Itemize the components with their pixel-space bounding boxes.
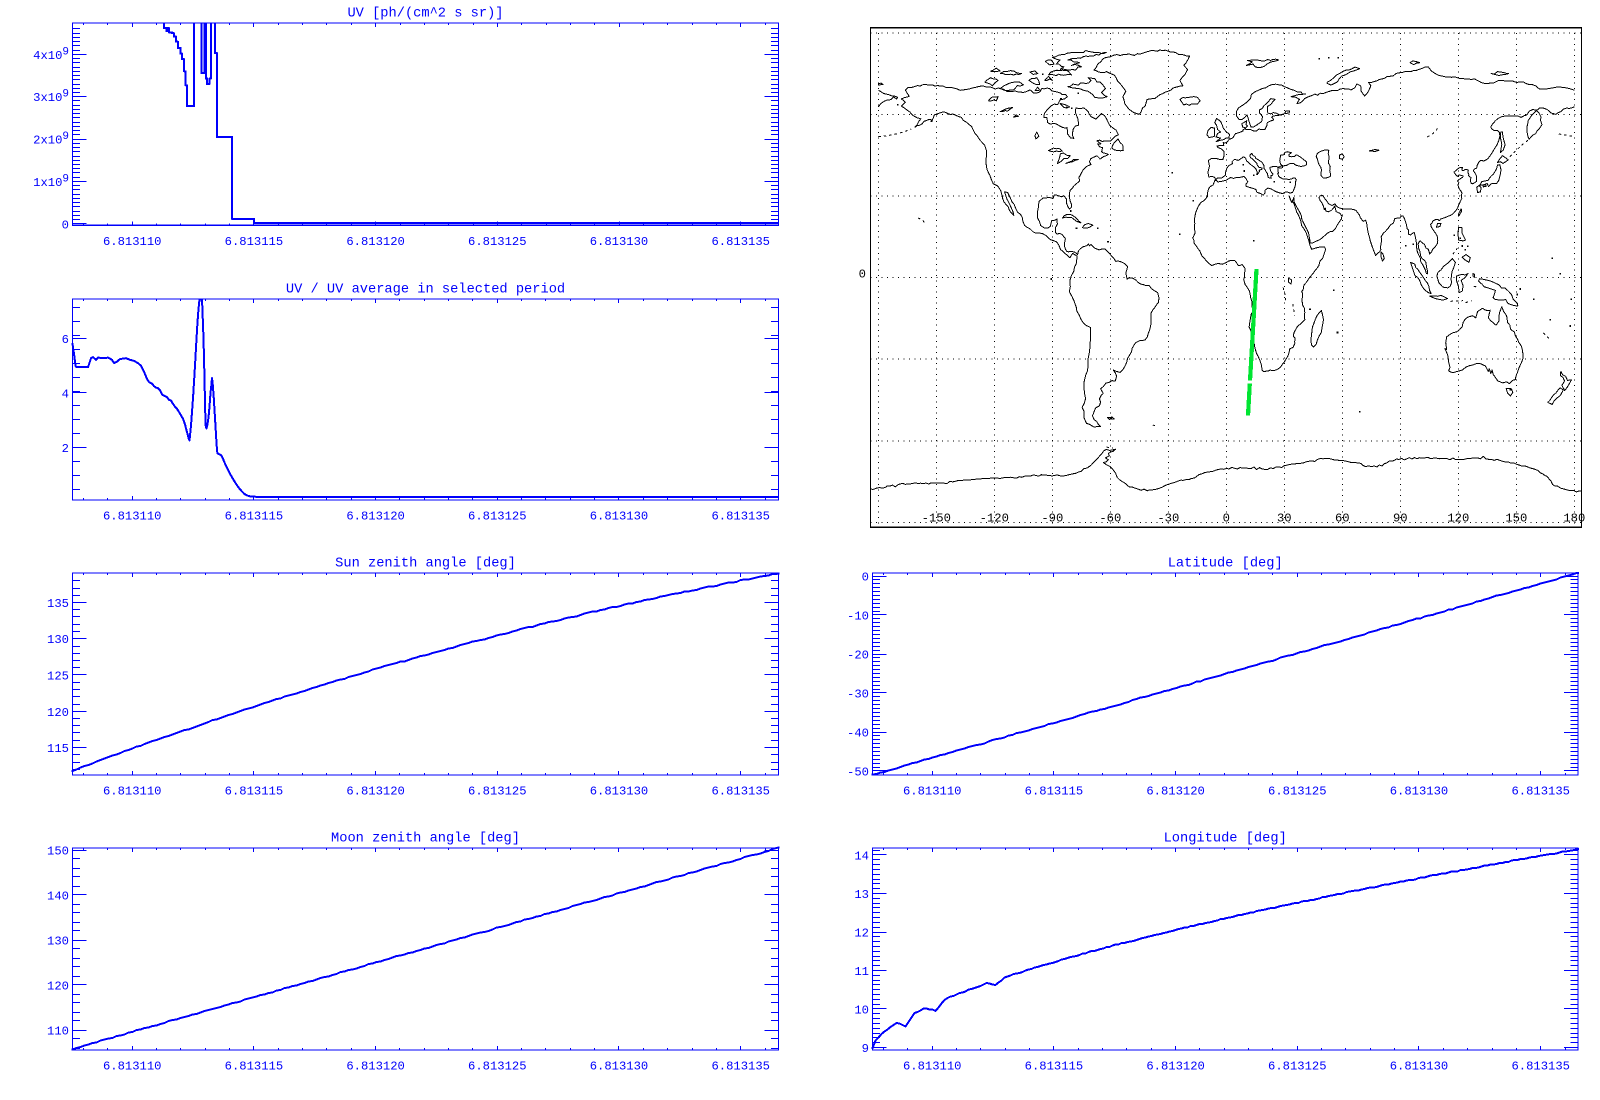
svg-text:Sun zenith angle [deg]: Sun zenith angle [deg] <box>335 557 516 572</box>
svg-text:110: 110 <box>47 1025 69 1039</box>
svg-text:11: 11 <box>854 965 869 979</box>
svg-text:6.813110: 6.813110 <box>903 1060 962 1074</box>
svg-text:9: 9 <box>862 1042 869 1056</box>
svg-text:120: 120 <box>47 980 69 994</box>
svg-text:-60: -60 <box>1099 512 1121 526</box>
svg-text:Moon zenith angle [deg]: Moon zenith angle [deg] <box>331 832 520 847</box>
svg-text:60: 60 <box>1335 512 1350 526</box>
svg-text:-10: -10 <box>847 610 869 624</box>
svg-text:6.813125: 6.813125 <box>468 1060 527 1074</box>
svg-text:-120: -120 <box>980 512 1009 526</box>
svg-text:-30: -30 <box>1157 512 1179 526</box>
svg-text:90: 90 <box>1393 512 1408 526</box>
svg-text:10: 10 <box>854 1004 869 1018</box>
svg-text:-30: -30 <box>847 688 869 702</box>
svg-text:6.813125: 6.813125 <box>468 785 527 799</box>
svg-text:2: 2 <box>62 442 69 456</box>
svg-text:3x109: 3x109 <box>33 89 69 106</box>
svg-text:6.813130: 6.813130 <box>590 1060 649 1074</box>
svg-text:6.813110: 6.813110 <box>103 1060 162 1074</box>
svg-text:2x109: 2x109 <box>33 131 69 148</box>
svg-text:130: 130 <box>47 935 69 949</box>
svg-text:6.813135: 6.813135 <box>711 510 770 524</box>
svg-text:6.813115: 6.813115 <box>1025 1060 1084 1074</box>
svg-text:-90: -90 <box>1041 512 1063 526</box>
svg-text:6.813130: 6.813130 <box>1390 1060 1449 1074</box>
svg-text:140: 140 <box>47 890 69 904</box>
svg-text:-20: -20 <box>847 649 869 663</box>
svg-text:6.813115: 6.813115 <box>225 235 284 249</box>
svg-text:6.813120: 6.813120 <box>1146 1060 1205 1074</box>
svg-text:6.813115: 6.813115 <box>225 785 284 799</box>
svg-text:6.813120: 6.813120 <box>346 510 405 524</box>
svg-text:30: 30 <box>1277 512 1292 526</box>
svg-text:-150: -150 <box>922 512 951 526</box>
svg-text:-40: -40 <box>847 727 869 741</box>
svg-text:6.813130: 6.813130 <box>590 510 649 524</box>
svg-text:6.813135: 6.813135 <box>711 235 770 249</box>
svg-text:120: 120 <box>47 706 69 720</box>
svg-text:0: 0 <box>862 571 869 585</box>
svg-text:6.813110: 6.813110 <box>903 785 962 799</box>
svg-text:180: 180 <box>1563 512 1585 526</box>
svg-text:0: 0 <box>859 268 866 282</box>
svg-text:4: 4 <box>62 388 69 402</box>
svg-text:UV [ph/(cm^2 s sr)]: UV [ph/(cm^2 s sr)] <box>347 7 503 22</box>
svg-text:14: 14 <box>854 850 869 864</box>
svg-text:6.813125: 6.813125 <box>1268 1060 1327 1074</box>
svg-text:130: 130 <box>47 633 69 647</box>
svg-text:12: 12 <box>854 927 869 941</box>
svg-text:6.813135: 6.813135 <box>711 1060 770 1074</box>
svg-text:6.813130: 6.813130 <box>590 235 649 249</box>
svg-text:6.813120: 6.813120 <box>346 1060 405 1074</box>
svg-text:0: 0 <box>62 218 69 232</box>
svg-text:6.813130: 6.813130 <box>1390 785 1449 799</box>
svg-text:0: 0 <box>1223 512 1230 526</box>
svg-text:120: 120 <box>1447 512 1469 526</box>
svg-text:Latitude [deg]: Latitude [deg] <box>1168 557 1283 572</box>
svg-text:6.813125: 6.813125 <box>468 235 527 249</box>
svg-text:13: 13 <box>854 888 869 902</box>
svg-text:4x109: 4x109 <box>33 46 69 63</box>
svg-text:6.813135: 6.813135 <box>1511 1060 1570 1074</box>
svg-text:-50: -50 <box>847 766 869 780</box>
svg-text:6.813135: 6.813135 <box>711 785 770 799</box>
svg-text:6.813120: 6.813120 <box>346 235 405 249</box>
svg-text:6.813120: 6.813120 <box>1146 785 1205 799</box>
svg-text:1x109: 1x109 <box>33 174 69 191</box>
svg-text:6.813120: 6.813120 <box>346 785 405 799</box>
svg-text:6.813115: 6.813115 <box>1025 785 1084 799</box>
svg-text:125: 125 <box>47 670 69 684</box>
svg-text:150: 150 <box>1505 512 1527 526</box>
svg-text:Longitude [deg]: Longitude [deg] <box>1164 832 1287 847</box>
svg-text:135: 135 <box>47 597 69 611</box>
svg-text:6.813125: 6.813125 <box>1268 785 1327 799</box>
svg-text:UV / UV average in selected pe: UV / UV average in selected period <box>286 283 565 298</box>
svg-text:6.813125: 6.813125 <box>468 510 527 524</box>
svg-text:150: 150 <box>47 845 69 859</box>
svg-text:6.813135: 6.813135 <box>1511 785 1570 799</box>
svg-text:6.813115: 6.813115 <box>225 510 284 524</box>
svg-text:6.813110: 6.813110 <box>103 235 162 249</box>
svg-text:6.813115: 6.813115 <box>225 1060 284 1074</box>
svg-text:115: 115 <box>47 742 69 756</box>
svg-text:6: 6 <box>62 333 69 347</box>
svg-text:6.813130: 6.813130 <box>590 785 649 799</box>
svg-text:6.813110: 6.813110 <box>103 785 162 799</box>
svg-text:6.813110: 6.813110 <box>103 510 162 524</box>
